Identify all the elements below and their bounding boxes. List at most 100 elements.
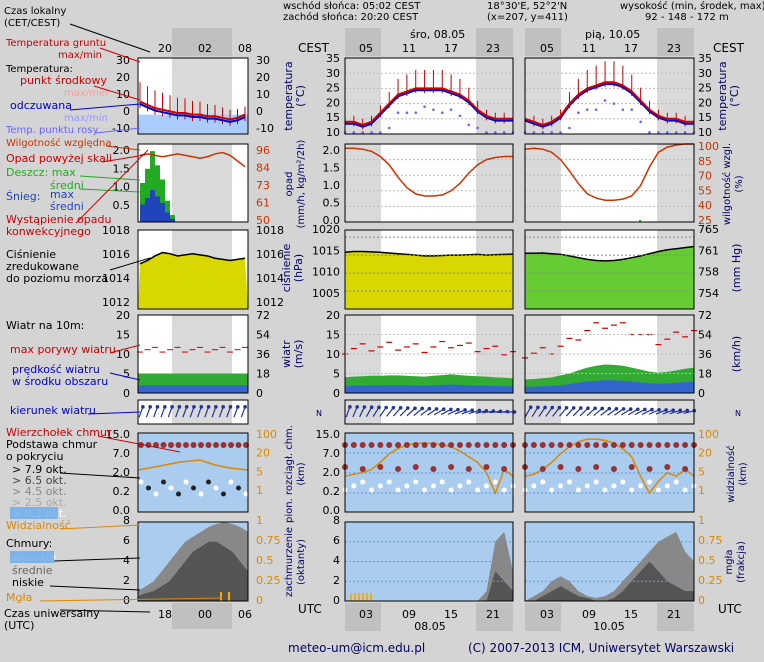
wind-dir-arrow — [586, 407, 596, 417]
cloud-base-dot — [629, 487, 635, 493]
panel-label: temperatura — [282, 61, 295, 130]
night-shade — [172, 400, 232, 424]
wind-tick: 15 — [116, 329, 130, 342]
dew-point-dot — [630, 108, 634, 111]
wind-dir-arrow — [398, 406, 403, 410]
wind-dir-arrow — [233, 406, 239, 418]
cloud-base-dot — [682, 487, 688, 493]
utc-tick: 21 — [667, 608, 681, 621]
wind-dir-arrow — [621, 408, 631, 416]
dew-point-dot — [674, 131, 678, 134]
elevation-values: 92 - 148 - 172 m — [645, 12, 729, 23]
legend-leader — [95, 127, 141, 134]
cloud-base-dot — [161, 479, 166, 485]
cloud-top-dot — [456, 442, 463, 448]
legend-label: Temp. punktu rosy — [5, 125, 98, 136]
frac-tick: 0.5 — [698, 554, 716, 567]
pressure-tick: 765 — [698, 223, 719, 236]
utc-tick: 00 — [198, 608, 212, 621]
cloud-top-dot — [602, 442, 609, 448]
wind-dir-arrow — [192, 405, 196, 409]
cloud-top-dot — [566, 442, 573, 448]
dew-point-dot — [476, 126, 479, 130]
snow-bar — [140, 204, 145, 222]
pressure-tick: 1020 — [312, 223, 340, 236]
wind-dir-arrow — [359, 406, 365, 418]
panel-label: (km) — [738, 462, 749, 485]
cloud-top-dot — [673, 442, 680, 448]
utc-tick: 09 — [582, 608, 596, 621]
wind-dir-arrow — [441, 407, 446, 411]
wind-tick: 18 — [698, 368, 712, 381]
cloud-top-dot — [646, 442, 653, 448]
local-tick: 02 — [198, 42, 212, 55]
legend-leader — [109, 344, 141, 354]
panel-frame — [344, 521, 514, 602]
fog-bar — [370, 593, 372, 601]
legend-leader — [49, 585, 141, 591]
humidity-tick: 84 — [256, 162, 270, 175]
dew-point-dot — [594, 108, 598, 111]
legend-label: max — [50, 188, 74, 201]
visibility-line — [344, 442, 514, 496]
cloud-top-dot — [655, 442, 662, 448]
cloud-base-dot — [221, 491, 226, 497]
pressure-tick: 1016 — [256, 248, 284, 261]
panel-frame — [344, 143, 514, 223]
cloud-base-dot — [404, 483, 410, 489]
night-shade — [476, 58, 513, 134]
wind-dir-arrow — [641, 409, 653, 415]
wind-tick: 72 — [698, 309, 712, 322]
temp-tick: 0 — [123, 105, 130, 118]
wind-dir-arrow — [348, 405, 352, 409]
humidity-line — [139, 151, 246, 168]
panel-label: (mm Hg) — [730, 244, 743, 293]
temp-tick: 10 — [256, 88, 270, 101]
night-band — [345, 603, 381, 631]
cloud-base-dot — [483, 483, 489, 489]
dew-point-dot — [532, 131, 536, 134]
cloud-base-dot — [611, 483, 617, 489]
panel-label: (km/h) — [730, 336, 743, 372]
wind-area-low — [138, 385, 248, 393]
wind-dir-arrow — [240, 406, 246, 418]
wind-dir-arrow — [564, 405, 569, 410]
wind-tick: 5 — [123, 368, 130, 381]
utc-tick: 09 — [402, 608, 416, 621]
vis-tick: 5 — [698, 465, 705, 478]
night-band — [476, 28, 513, 56]
pressure-tick: 754 — [698, 287, 719, 300]
panel-label: ciśnienie — [280, 244, 293, 293]
legend-label: > 2.5 okt. — [12, 496, 67, 509]
dew-point-dot — [612, 102, 616, 105]
utc-tick: 03 — [359, 608, 373, 621]
panel-frame — [524, 314, 695, 394]
cloud-tick: 0.2 — [323, 485, 341, 498]
panel-frame — [137, 229, 249, 310]
utc-right: UTC — [718, 602, 742, 616]
dew-point-dot — [485, 131, 488, 134]
local-tick: 17 — [444, 42, 458, 55]
legend-label: Czas lokalny — [4, 6, 67, 17]
wind-dir-arrow — [243, 405, 247, 409]
cloud-base-dot — [584, 483, 590, 489]
wind-dir-arrow — [454, 409, 466, 415]
okta-tick: 4 — [333, 554, 340, 567]
cloud-top-dot — [386, 442, 393, 448]
cloud-tick: 0.0 — [323, 504, 341, 517]
cloud-top-dot — [228, 442, 234, 448]
wind-area-low — [525, 380, 694, 393]
wind-tick: 10 — [116, 348, 130, 361]
wind-dir-arrow — [369, 405, 374, 409]
rain-bar — [165, 200, 170, 222]
night-band — [345, 28, 381, 56]
cloud-top-dot — [646, 466, 653, 472]
cloud-base-dot — [448, 487, 454, 493]
legend-leader — [101, 154, 146, 163]
cloud-top-dot — [377, 464, 384, 470]
cloud-top-dot — [160, 442, 167, 448]
panel-frame — [344, 229, 514, 310]
temp-line — [345, 87, 513, 126]
night-shade — [345, 144, 381, 222]
wind-dir-arrow — [379, 407, 387, 417]
